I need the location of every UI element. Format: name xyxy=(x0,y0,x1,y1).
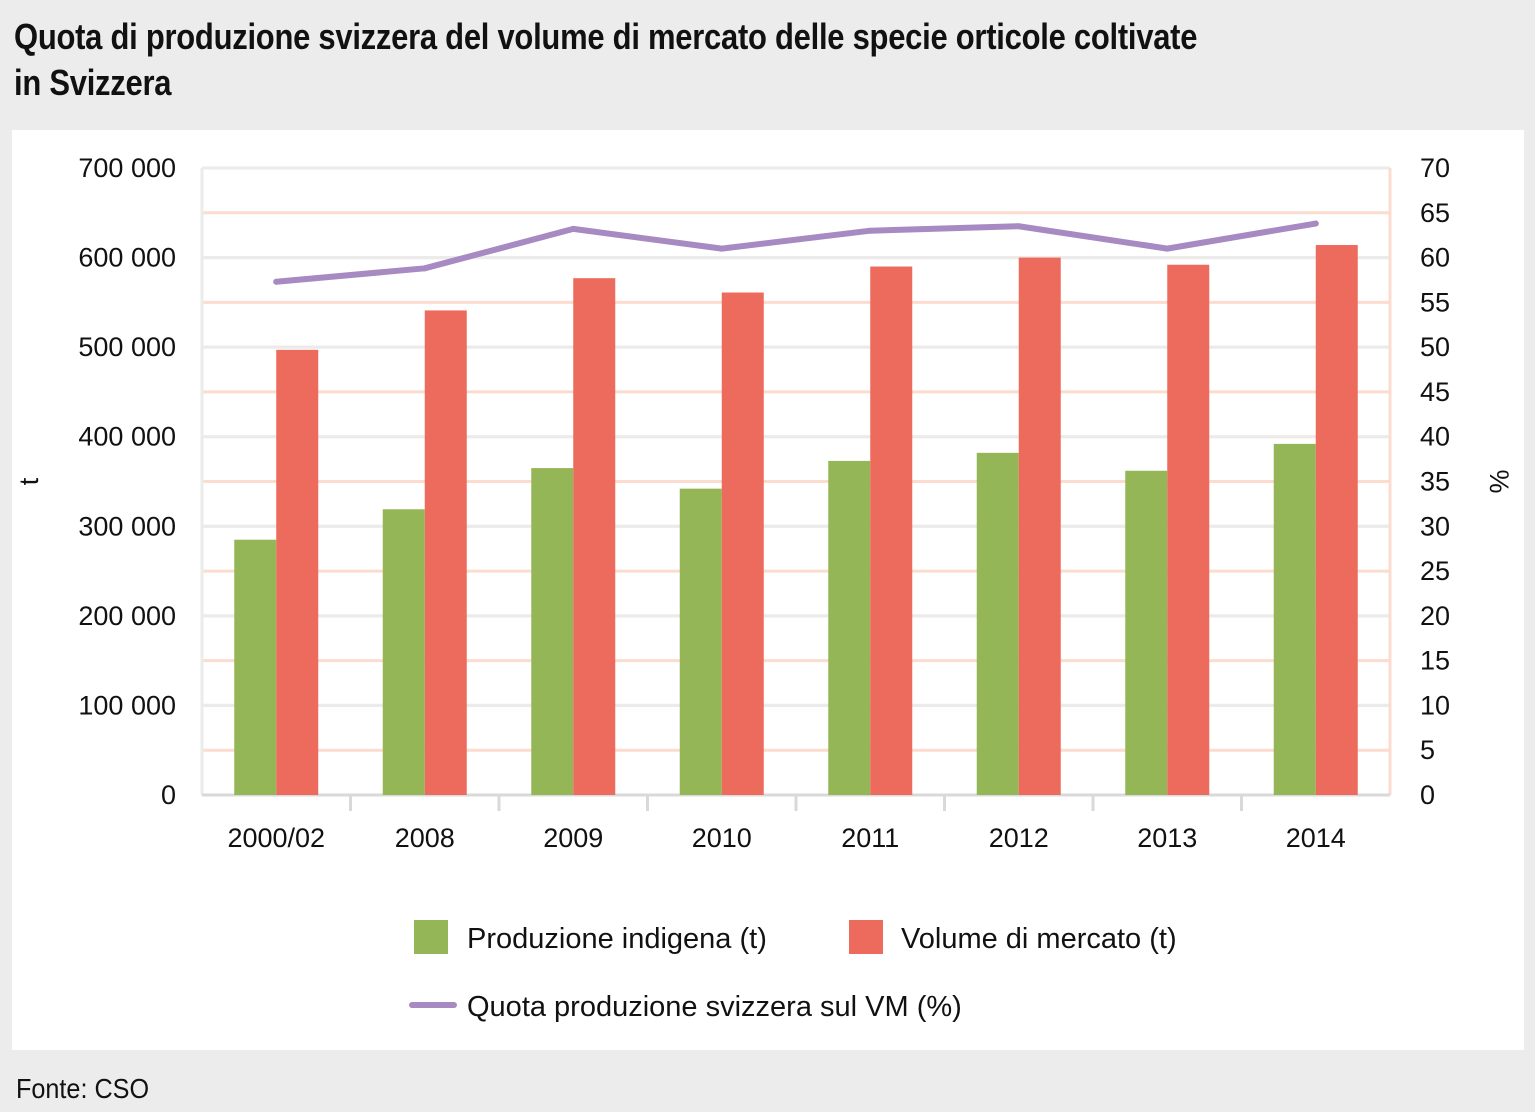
bar-produzione-3 xyxy=(679,488,722,795)
point-quota-4 xyxy=(867,227,874,234)
y-tick-label-right-9: 45 xyxy=(1420,377,1450,407)
y-tick-label-left-5: 500 000 xyxy=(78,332,176,362)
y-tick-label-right-2: 10 xyxy=(1420,690,1450,720)
y-tick-label-right-6: 30 xyxy=(1420,511,1450,541)
legend-swatch-produzione xyxy=(414,920,448,954)
bar-volume-6 xyxy=(1167,264,1210,795)
chart-svg: 0 100 000 200 000 300 000 400 000 500 000 600 … xyxy=(14,153,1514,1023)
bar-volume-1 xyxy=(424,310,467,795)
y-tick-label-left-1: 100 000 xyxy=(78,690,176,720)
point-quota-6 xyxy=(1164,245,1171,252)
chart-title-line-2: in Svizzera xyxy=(14,62,172,103)
y-tick-label-left-2: 200 000 xyxy=(78,601,176,631)
point-quota-3 xyxy=(718,245,725,252)
y-tick-label-right-13: 65 xyxy=(1420,198,1450,228)
legend-label-quota: Quota produzione svizzera sul VM (%) xyxy=(467,991,962,1023)
bar-produzione-7 xyxy=(1273,443,1316,795)
point-quota-1 xyxy=(421,265,428,272)
y-tick-label-right-5: 25 xyxy=(1420,556,1450,586)
bar-produzione-1 xyxy=(382,509,425,795)
bar-produzione-5 xyxy=(976,452,1019,795)
y-tick-label-right-4: 20 xyxy=(1420,601,1450,631)
y-tick-label-right-11: 55 xyxy=(1420,287,1450,317)
legend-label-volume: Volume di mercato (t) xyxy=(901,923,1177,955)
x-tick-label-5: 2012 xyxy=(989,823,1049,853)
bar-volume-5 xyxy=(1018,257,1061,795)
y-axis-title-right: % xyxy=(1484,469,1514,493)
bar-produzione-6 xyxy=(1125,470,1168,795)
bar-produzione-0 xyxy=(234,539,277,795)
x-tick-label-3: 2010 xyxy=(692,823,752,853)
y-tick-label-right-14: 70 xyxy=(1420,153,1450,183)
y-tick-label-left-3: 300 000 xyxy=(78,511,176,541)
bar-volume-2 xyxy=(573,278,616,795)
chart-title-line-1: Quota di produzione svizzera del volume … xyxy=(14,16,1198,57)
y-tick-label-right-8: 40 xyxy=(1420,422,1450,452)
chart-panel: 0 100 000 200 000 300 000 400 000 500 000 600 … xyxy=(12,130,1524,1050)
x-tick-label-1: 2008 xyxy=(395,823,455,853)
point-quota-7 xyxy=(1312,220,1319,227)
x-tick-label-4: 2011 xyxy=(841,823,899,853)
legend-label-produzione: Produzione indigena (t) xyxy=(467,923,767,955)
y-tick-label-left-4: 400 000 xyxy=(78,422,176,452)
y-tick-label-right-10: 50 xyxy=(1420,332,1450,362)
point-quota-5 xyxy=(1015,223,1022,230)
source-note: Fonte: CSO xyxy=(16,1073,150,1104)
x-tick-label-2: 2009 xyxy=(543,823,603,853)
x-tick-label-7: 2014 xyxy=(1286,823,1346,853)
legend-swatch-volume xyxy=(849,920,883,954)
y-tick-label-left-6: 600 000 xyxy=(78,243,176,273)
x-tick-label-0: 2000/02 xyxy=(227,823,325,853)
point-quota-2 xyxy=(570,225,577,232)
x-tick-label-6: 2013 xyxy=(1137,823,1197,853)
y-tick-label-left-7: 700 000 xyxy=(78,153,176,183)
bar-produzione-2 xyxy=(531,468,574,795)
y-tick-label-right-7: 35 xyxy=(1420,467,1450,497)
bar-volume-0 xyxy=(276,349,319,795)
bar-volume-4 xyxy=(870,266,913,795)
bar-produzione-4 xyxy=(828,460,871,795)
y-tick-label-right-0: 0 xyxy=(1420,780,1435,810)
bar-volume-7 xyxy=(1315,245,1358,795)
chart-title: Quota di produzione svizzera del volume … xyxy=(14,14,1304,106)
point-quota-0 xyxy=(273,278,280,285)
y-axis-title-left: t xyxy=(14,477,44,485)
y-tick-label-right-3: 15 xyxy=(1420,646,1450,676)
y-tick-label-right-1: 5 xyxy=(1420,735,1435,765)
bar-volume-3 xyxy=(721,292,764,795)
line-quota xyxy=(273,220,1319,285)
y-tick-label-left-0: 0 xyxy=(161,780,176,810)
y-tick-label-right-12: 60 xyxy=(1420,243,1450,273)
